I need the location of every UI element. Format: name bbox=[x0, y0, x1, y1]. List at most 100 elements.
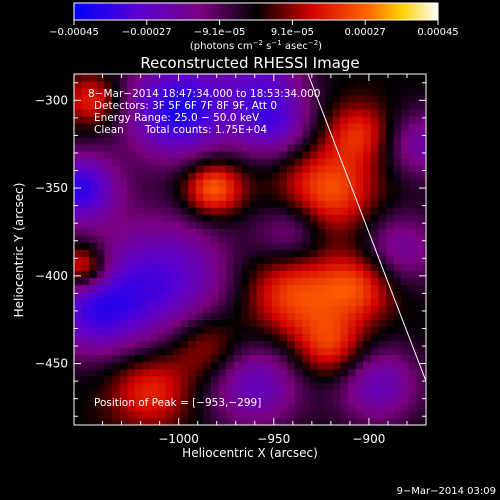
heatmap-pixel bbox=[294, 277, 303, 285]
heatmap-pixel bbox=[112, 116, 121, 124]
heatmap-pixel bbox=[226, 382, 235, 391]
heatmap-pixel bbox=[393, 130, 402, 138]
heatmap-pixel bbox=[309, 109, 318, 117]
heatmap-pixel bbox=[378, 270, 387, 278]
heatmap-pixel bbox=[134, 193, 143, 201]
heatmap-pixel bbox=[157, 389, 166, 398]
heatmap-pixel bbox=[249, 291, 258, 300]
heatmap-pixel bbox=[172, 263, 181, 271]
heatmap-pixel bbox=[401, 249, 410, 257]
heatmap-pixel bbox=[172, 109, 181, 117]
heatmap-pixel bbox=[408, 319, 417, 328]
heatmap-pixel bbox=[89, 284, 98, 293]
heatmap-pixel bbox=[393, 144, 402, 152]
heatmap-pixel bbox=[279, 361, 288, 370]
heatmap-pixel bbox=[127, 102, 136, 110]
heatmap-pixel bbox=[127, 109, 136, 117]
heatmap-pixel bbox=[218, 172, 227, 180]
heatmap-pixel bbox=[294, 102, 303, 110]
heatmap-pixel bbox=[210, 158, 220, 166]
heatmap-pixel bbox=[119, 88, 128, 96]
heatmap-pixel bbox=[150, 333, 159, 342]
heatmap-pixel bbox=[325, 179, 334, 187]
heatmap-pixel bbox=[180, 221, 189, 229]
heatmap-pixel bbox=[256, 235, 265, 243]
heatmap-pixel bbox=[142, 95, 151, 103]
heatmap-pixel bbox=[309, 291, 318, 300]
heatmap-pixel bbox=[279, 298, 288, 307]
heatmap-pixel bbox=[401, 193, 410, 201]
heatmap-pixel bbox=[332, 277, 341, 285]
heatmap-pixel bbox=[256, 200, 265, 208]
colorbar-tick-label: 0.00027 bbox=[345, 27, 386, 38]
heatmap-pixel bbox=[96, 88, 105, 96]
heatmap-pixel bbox=[203, 123, 212, 131]
heatmap-pixel bbox=[424, 95, 426, 103]
heatmap-pixel bbox=[317, 277, 326, 285]
heatmap-pixel bbox=[210, 95, 220, 103]
heatmap-pixel bbox=[89, 354, 98, 363]
heatmap-pixel bbox=[188, 221, 197, 229]
x-axis-label: Heliocentric X (arcsec) bbox=[182, 446, 318, 460]
heatmap-pixel bbox=[271, 81, 280, 89]
heatmap-pixel bbox=[195, 116, 204, 124]
heatmap-pixel bbox=[165, 361, 174, 370]
heatmap-pixel bbox=[180, 88, 189, 96]
heatmap-pixel bbox=[332, 235, 341, 243]
heatmap-pixel bbox=[104, 382, 113, 391]
heatmap-pixel bbox=[180, 249, 189, 257]
heatmap-pixel bbox=[408, 214, 417, 222]
heatmap-pixel bbox=[127, 116, 136, 124]
heatmap-pixel bbox=[393, 312, 402, 321]
heatmap-pixel bbox=[112, 347, 121, 356]
heatmap-pixel bbox=[264, 249, 273, 257]
heatmap-pixel bbox=[241, 116, 250, 124]
heatmap-pixel bbox=[81, 347, 90, 356]
heatmap-pixel bbox=[203, 95, 212, 103]
heatmap-pixel bbox=[347, 123, 356, 131]
heatmap-pixel bbox=[180, 347, 189, 356]
heatmap-pixel bbox=[302, 319, 311, 328]
heatmap-pixel bbox=[134, 396, 143, 405]
heatmap-pixel bbox=[134, 410, 143, 419]
heatmap-pixel bbox=[127, 256, 136, 264]
heatmap-pixel bbox=[241, 151, 250, 159]
heatmap-pixel bbox=[89, 326, 98, 335]
heatmap-pixel bbox=[302, 193, 311, 201]
heatmap-pixel bbox=[165, 242, 174, 250]
heatmap-pixel bbox=[134, 340, 143, 349]
heatmap-pixel bbox=[195, 214, 204, 222]
heatmap-pixel bbox=[142, 326, 151, 335]
heatmap-pixel bbox=[355, 151, 364, 159]
heatmap-pixel bbox=[249, 214, 258, 222]
heatmap-pixel bbox=[424, 242, 426, 250]
heatmap-pixel bbox=[393, 396, 402, 405]
heatmap-pixel bbox=[325, 235, 334, 243]
heatmap-pixel bbox=[325, 277, 334, 285]
heatmap-pixel bbox=[309, 277, 318, 285]
heatmap-pixel bbox=[165, 95, 174, 103]
heatmap-pixel bbox=[363, 277, 372, 285]
heatmap-pixel bbox=[74, 74, 83, 82]
heatmap-pixel bbox=[408, 109, 417, 117]
heatmap-pixel bbox=[386, 389, 395, 398]
heatmap-pixel bbox=[104, 123, 113, 131]
heatmap-pixel bbox=[271, 382, 280, 391]
heatmap-pixel bbox=[96, 270, 105, 278]
heatmap-pixel bbox=[127, 130, 136, 138]
heatmap-pixel bbox=[401, 214, 410, 222]
heatmap-pixel bbox=[218, 326, 227, 335]
heatmap-pixel bbox=[393, 305, 402, 314]
heatmap-pixel bbox=[317, 375, 326, 384]
heatmap-pixel bbox=[157, 277, 166, 285]
heatmap-pixel bbox=[165, 186, 174, 194]
heatmap-pixel bbox=[104, 417, 113, 425]
heatmap-pixel bbox=[142, 305, 151, 314]
heatmap-pixel bbox=[241, 263, 250, 271]
heatmap-pixel bbox=[210, 186, 220, 194]
heatmap-pixel bbox=[424, 319, 426, 328]
heatmap-pixel bbox=[401, 312, 410, 321]
heatmap-pixel bbox=[393, 207, 402, 215]
heatmap-pixel bbox=[287, 144, 296, 152]
heatmap-pixel bbox=[287, 130, 296, 138]
